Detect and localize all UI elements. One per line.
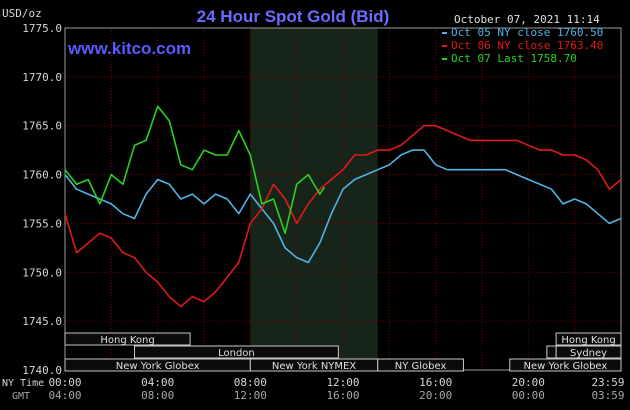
session-box xyxy=(509,358,622,372)
session-label: New York Globex xyxy=(523,361,607,372)
x-axis: 00:0004:0004:0008:0008:0012:0012:0016:00… xyxy=(48,376,624,402)
session-label: Hong Kong xyxy=(100,335,154,346)
session-box xyxy=(555,345,622,359)
y-tick-label: 1745.0 xyxy=(22,315,62,328)
x-tick-label-gmt: 16:00 xyxy=(326,389,359,402)
series-line-oct06 xyxy=(64,124,622,308)
legend-label-oct06: Oct 06 NY close 1763.40 xyxy=(451,39,603,52)
y-tick-label: 1755.0 xyxy=(22,217,62,230)
y-axis: 1775.0 1770.0 1765.0 1760.0 1755.0 1750.0 1745… xyxy=(22,22,62,377)
x-tick-label-ny: 12:00 xyxy=(326,376,359,389)
x-tick-label-gmt: 12:00 xyxy=(234,389,267,402)
watermark: www.kitco.com xyxy=(67,39,191,58)
x-tick-label-gmt: 08:00 xyxy=(141,389,174,402)
session-label: Hong Kong xyxy=(561,335,615,346)
unit-label: USD/oz xyxy=(2,7,42,20)
y-tick-label: 1770.0 xyxy=(22,71,62,84)
legend-swatch-oct05 xyxy=(442,32,447,34)
session-label: Sydney xyxy=(570,348,607,359)
timestamp: October 07, 2021 11:14 xyxy=(454,13,600,26)
nymex-shaded-region xyxy=(250,28,378,370)
session-box xyxy=(555,332,622,346)
x-tick-label-gmt: 20:00 xyxy=(419,389,452,402)
session-label: New York Globex xyxy=(116,361,200,372)
series-line-oct05 xyxy=(64,149,622,264)
legend-label-oct05: Oct 05 NY close 1760.50 xyxy=(451,26,603,39)
x-tick-label-ny: 20:00 xyxy=(512,376,545,389)
ny-time-label: NY Time xyxy=(2,378,44,389)
session-label: New York NYMEX xyxy=(272,361,357,372)
session-box xyxy=(64,332,191,346)
y-tick-label: 1775.0 xyxy=(22,22,62,35)
y-tick-label: 1760.0 xyxy=(22,169,62,182)
plot-area xyxy=(64,27,622,371)
session-label: London xyxy=(218,348,255,359)
x-tick-label-gmt: 00:00 xyxy=(512,389,545,402)
y-tick-label: 1765.0 xyxy=(22,120,62,133)
y-tick-label: 1750.0 xyxy=(22,266,62,279)
x-tick-label-gmt: 03:59 xyxy=(591,389,624,402)
x-tick-label-ny: 16:00 xyxy=(419,376,452,389)
series-line-oct07 xyxy=(64,105,326,234)
chart-title: 24 Hour Spot Gold (Bid) xyxy=(197,7,390,26)
x-tick-label-ny: 08:00 xyxy=(234,376,267,389)
session-box xyxy=(377,358,464,372)
y-tick-label: 1740.0 xyxy=(22,364,62,377)
x-tick-label-gmt: 04:00 xyxy=(48,389,81,402)
session-box xyxy=(134,345,339,359)
gmt-label: GMT xyxy=(12,391,30,402)
legend-label-oct07: Oct 07 Last 1758.70 xyxy=(451,52,577,65)
market-sessions: Hong Kong Hong Kong London Sydney New York G… xyxy=(64,332,622,372)
x-tick-label-ny: 04:00 xyxy=(141,376,174,389)
session-box xyxy=(546,345,557,359)
legend-swatch-oct06 xyxy=(442,45,447,47)
x-tick-label-ny: 00:00 xyxy=(48,376,81,389)
legend-swatch-oct07 xyxy=(442,58,447,60)
session-label: NY Globex xyxy=(395,361,447,372)
x-tick-label-ny: 23:59 xyxy=(591,376,624,389)
